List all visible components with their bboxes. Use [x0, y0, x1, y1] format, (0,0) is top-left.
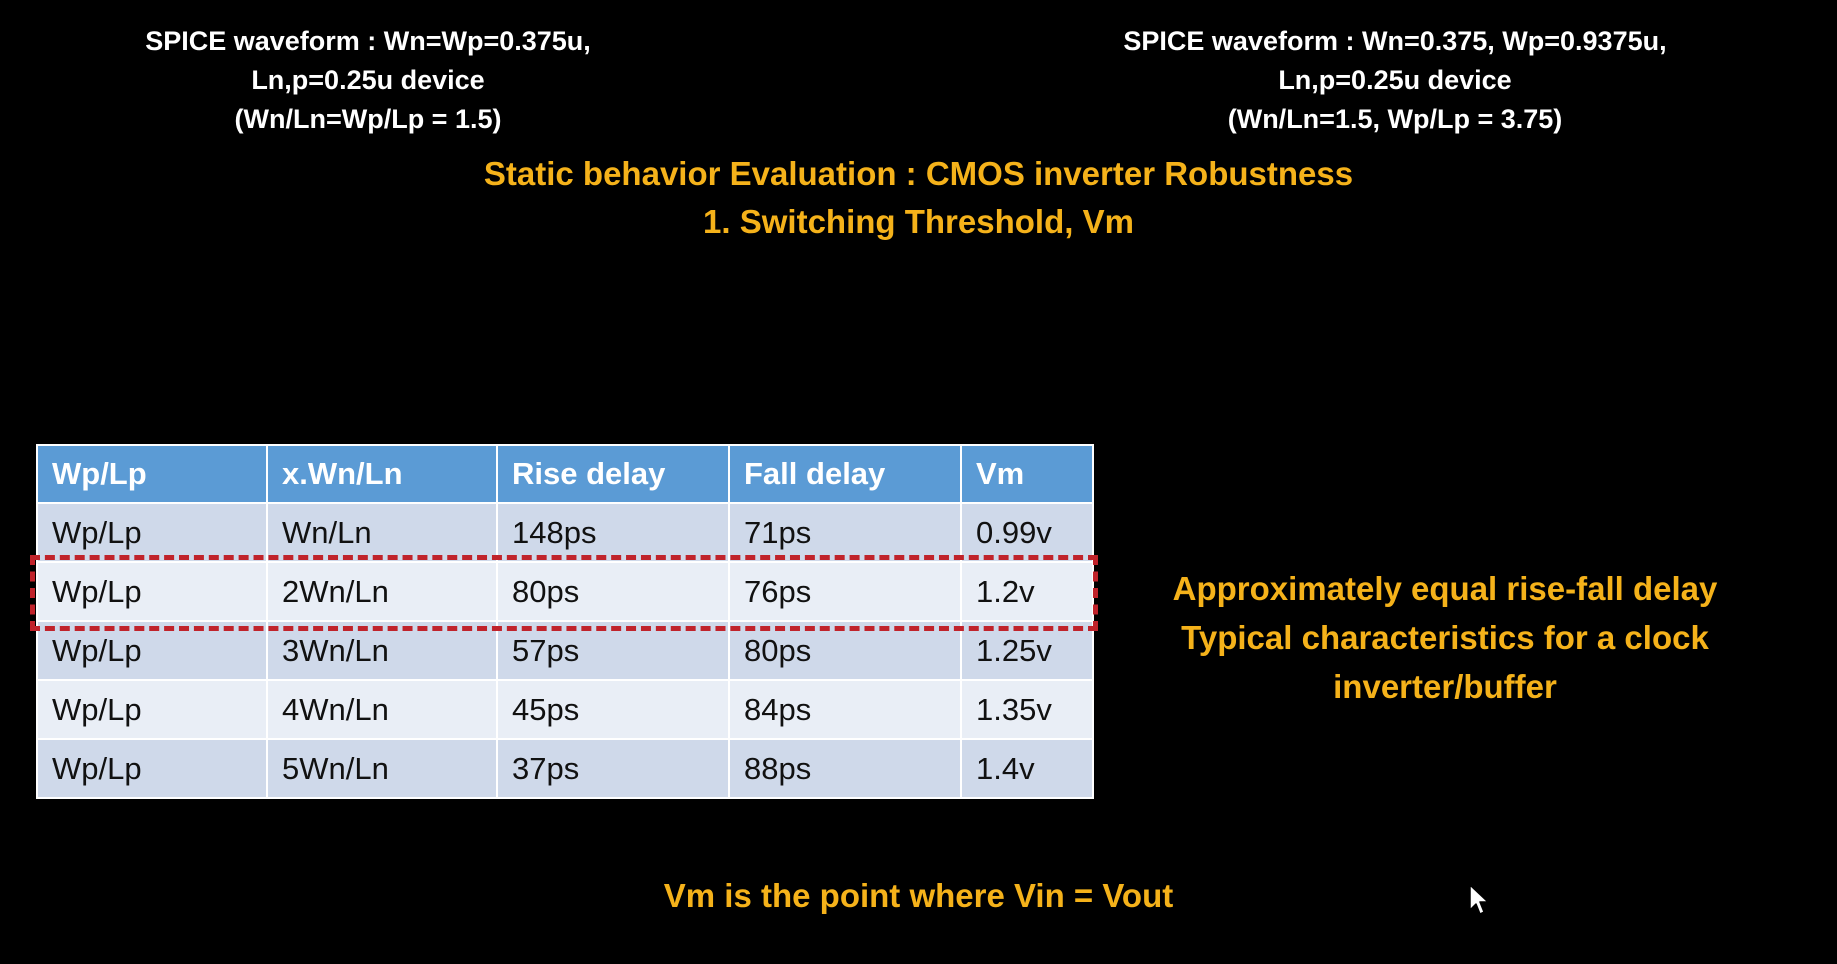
caption-line: (Wn/Ln=1.5, Wp/Lp = 3.75)	[1227, 104, 1563, 134]
side-note-line: Typical characteristics for a clock	[1181, 619, 1709, 656]
side-note-line: Approximately equal rise-fall delay	[1172, 570, 1718, 607]
table-header-row: Wp/Lp x.Wn/Ln Rise delay Fall delay Vm	[36, 444, 1094, 504]
column-header-rise-delay: Rise delay	[496, 444, 730, 504]
right-waveform-caption: SPICE waveform : Wn=0.375, Wp=0.9375u, L…	[1040, 22, 1750, 139]
table-cell: 1.25v	[960, 620, 1094, 681]
title-line-2: 1. Switching Threshold, Vm	[703, 203, 1134, 240]
column-header-wn-ln: x.Wn/Ln	[266, 444, 498, 504]
table-cell: 84ps	[728, 679, 962, 740]
table-cell: 148ps	[496, 502, 730, 563]
table-cell: 88ps	[728, 738, 962, 799]
table-cell: 2Wn/Ln	[266, 561, 498, 622]
caption-line: Ln,p=0.25u device	[1278, 65, 1512, 95]
table-cell: Wp/Lp	[36, 620, 268, 681]
table-cell: 71ps	[728, 502, 962, 563]
table-cell: 4Wn/Ln	[266, 679, 498, 740]
table-cell: 1.4v	[960, 738, 1094, 799]
caption-line: Ln,p=0.25u device	[251, 65, 485, 95]
table-cell: Wn/Ln	[266, 502, 498, 563]
table-cell: 57ps	[496, 620, 730, 681]
table-row: Wp/Lp Wn/Ln 148ps 71ps 0.99v	[36, 502, 1094, 563]
table-row: Wp/Lp 5Wn/Ln 37ps 88ps 1.4v	[36, 738, 1094, 799]
side-note-line: inverter/buffer	[1333, 668, 1557, 705]
table-cell: 1.2v	[960, 561, 1094, 622]
mouse-pointer-icon	[1469, 884, 1489, 915]
table-cell: Wp/Lp	[36, 679, 268, 740]
switching-threshold-table: Wp/Lp x.Wn/Ln Rise delay Fall delay Vm W…	[36, 444, 1094, 799]
column-header-fall-delay: Fall delay	[728, 444, 962, 504]
table-cell: 80ps	[728, 620, 962, 681]
table-cell: 37ps	[496, 738, 730, 799]
caption-line: SPICE waveform : Wn=Wp=0.375u,	[145, 26, 591, 56]
table-cell: 76ps	[728, 561, 962, 622]
column-header-wp-lp: Wp/Lp	[36, 444, 268, 504]
table-row-highlighted: Wp/Lp 2Wn/Ln 80ps 76ps 1.2v	[36, 561, 1094, 622]
table-cell: 5Wn/Ln	[266, 738, 498, 799]
slide-title: Static behavior Evaluation : CMOS invert…	[0, 150, 1837, 246]
left-waveform-caption: SPICE waveform : Wn=Wp=0.375u, Ln,p=0.25…	[88, 22, 648, 139]
title-line-1: Static behavior Evaluation : CMOS invert…	[483, 155, 1354, 192]
table-cell: Wp/Lp	[36, 502, 268, 563]
table-row: Wp/Lp 3Wn/Ln 57ps 80ps 1.25v	[36, 620, 1094, 681]
table-cell: 45ps	[496, 679, 730, 740]
table-cell: 1.35v	[960, 679, 1094, 740]
table-cell: 0.99v	[960, 502, 1094, 563]
caption-line: SPICE waveform : Wn=0.375, Wp=0.9375u,	[1123, 26, 1667, 56]
table-cell: 3Wn/Ln	[266, 620, 498, 681]
footnote: Vm is the point where Vin = Vout	[663, 877, 1174, 914]
column-header-vm: Vm	[960, 444, 1094, 504]
side-note: Approximately equal rise-fall delay Typi…	[1140, 564, 1750, 711]
table-cell: Wp/Lp	[36, 738, 268, 799]
table-cell: 80ps	[496, 561, 730, 622]
caption-line: (Wn/Ln=Wp/Lp = 1.5)	[234, 104, 502, 134]
table-row: Wp/Lp 4Wn/Ln 45ps 84ps 1.35v	[36, 679, 1094, 740]
table-cell: Wp/Lp	[36, 561, 268, 622]
